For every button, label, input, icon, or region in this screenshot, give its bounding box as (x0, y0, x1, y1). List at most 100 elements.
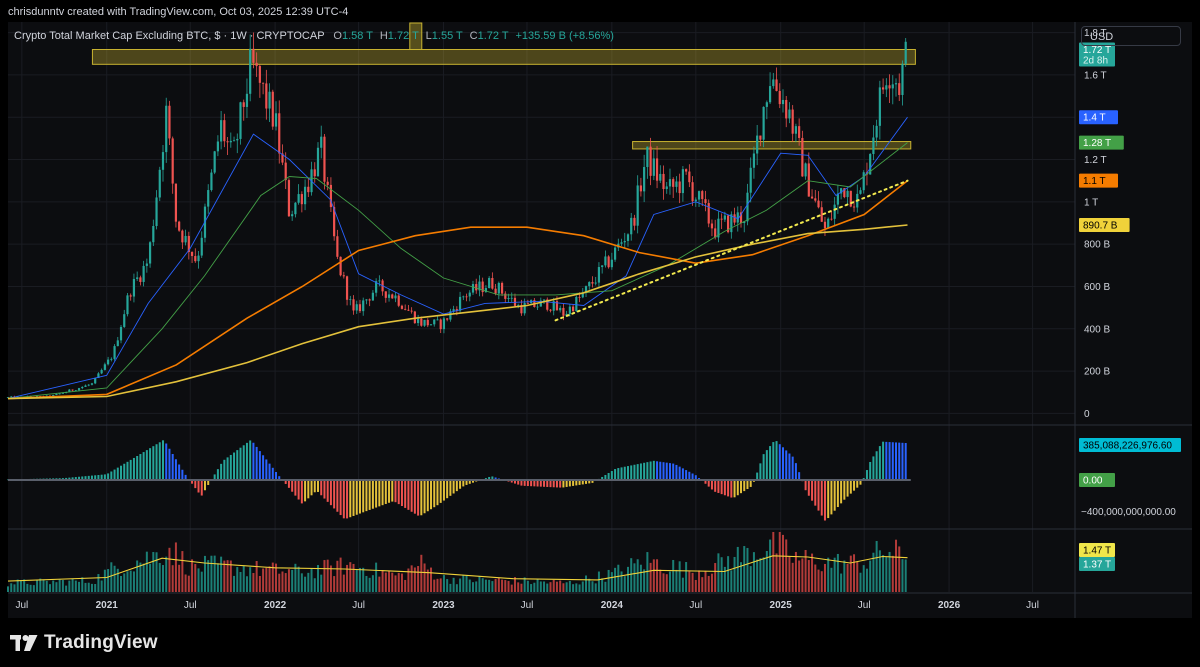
candle (400, 304, 404, 310)
candle-body (894, 83, 898, 85)
candle-body (869, 154, 872, 175)
volume-bar (316, 565, 319, 592)
oscillator-bar (410, 480, 413, 512)
time-tick-label: Jul (184, 600, 197, 611)
candle-body (565, 313, 568, 316)
oscillator-bar (865, 470, 868, 480)
candle-body (252, 48, 255, 63)
tradingview-brand[interactable]: TradingView (10, 630, 158, 656)
oscillator-bar (346, 480, 349, 519)
candle-body (807, 163, 810, 197)
candle-body (455, 309, 458, 311)
candle (739, 205, 743, 228)
volume-bar (329, 565, 332, 592)
candle (158, 166, 161, 202)
volume-bar (281, 571, 284, 592)
volume-bar (268, 566, 271, 592)
candle-body (245, 93, 249, 107)
candle-body (536, 306, 539, 308)
oscillator-bar (614, 469, 617, 480)
oscillator-bar (607, 473, 610, 480)
candle (462, 295, 465, 301)
candle (74, 389, 77, 392)
candle (439, 318, 442, 334)
volume-bar (223, 560, 226, 592)
candle-body (365, 299, 368, 301)
candle-body (830, 218, 833, 220)
oscillator-bar (291, 480, 294, 492)
volume-value-text: 1.37 T (1083, 560, 1111, 571)
oscillator-bar (400, 480, 403, 507)
candle-body (207, 190, 210, 207)
candle-body (746, 192, 749, 222)
candle-body (781, 99, 785, 105)
volume-bar (113, 565, 116, 592)
legend-change: +135.59 B (+8.56%) (515, 30, 614, 42)
candle-body (300, 194, 303, 205)
volume-bar (291, 569, 294, 592)
candle (349, 295, 352, 306)
volume-bar (668, 571, 671, 592)
oscillator-bar (849, 480, 852, 494)
oscillator-bar (623, 466, 626, 480)
volume-bar (791, 562, 794, 592)
candle-body (452, 309, 455, 312)
candle-body (255, 62, 258, 67)
volume-bar (7, 586, 9, 592)
oscillator-bar (449, 480, 452, 496)
time-tick-label: 2026 (938, 600, 961, 611)
candle-body (355, 304, 358, 311)
currency-selector[interactable]: USD (1081, 26, 1181, 46)
candle-body (148, 242, 152, 264)
chart-frame[interactable] (8, 22, 1192, 618)
candle-body (433, 319, 436, 325)
volume-bar (882, 555, 885, 592)
volume-bar (659, 569, 662, 592)
oscillator-bar (523, 480, 526, 486)
volume-bar (530, 584, 533, 592)
volume-bar (840, 573, 843, 592)
volume-bar (488, 579, 491, 592)
oscillator-bar (278, 476, 281, 480)
volume-bar (394, 575, 397, 592)
volume-bar (685, 562, 688, 592)
candle-body (552, 301, 555, 311)
candle (481, 277, 484, 297)
oscillator-bar (287, 480, 290, 488)
candle-body (665, 186, 668, 190)
legend-close-label: C (469, 30, 478, 42)
candle-body (229, 140, 232, 143)
oscillator-bar (891, 442, 894, 480)
volume-bar (174, 542, 177, 592)
candle-body (743, 221, 746, 224)
candle-body (258, 66, 261, 83)
candle (339, 256, 342, 277)
oscillator-bar (74, 477, 77, 480)
candle-body (846, 190, 849, 198)
candle (268, 83, 271, 123)
last-price-tag-bg (1079, 42, 1115, 67)
candle (94, 377, 97, 385)
candle (384, 291, 387, 303)
price-tick-label: 400 B (1084, 324, 1110, 335)
volume-bar (762, 557, 765, 592)
oscillator-bar (720, 480, 723, 495)
candle-body (717, 218, 720, 238)
candle-body (413, 311, 416, 324)
volume-bar (688, 571, 691, 592)
volume-bar (410, 565, 413, 592)
oscillator-bar (242, 445, 245, 480)
candle-body (226, 141, 229, 143)
oscillator-bar (184, 474, 187, 480)
candle (249, 34, 252, 102)
time-tick-label: 2022 (264, 600, 287, 611)
symbol-title[interactable]: Crypto Total Market Cap Excluding BTC, $… (14, 30, 325, 42)
volume-bar (381, 570, 384, 592)
volume-bar (878, 550, 881, 592)
candle (733, 207, 736, 226)
oscillator-bar (68, 477, 71, 480)
oscillator-bar (762, 454, 765, 480)
candle-body (423, 319, 426, 326)
oscillator-bar (197, 480, 200, 493)
